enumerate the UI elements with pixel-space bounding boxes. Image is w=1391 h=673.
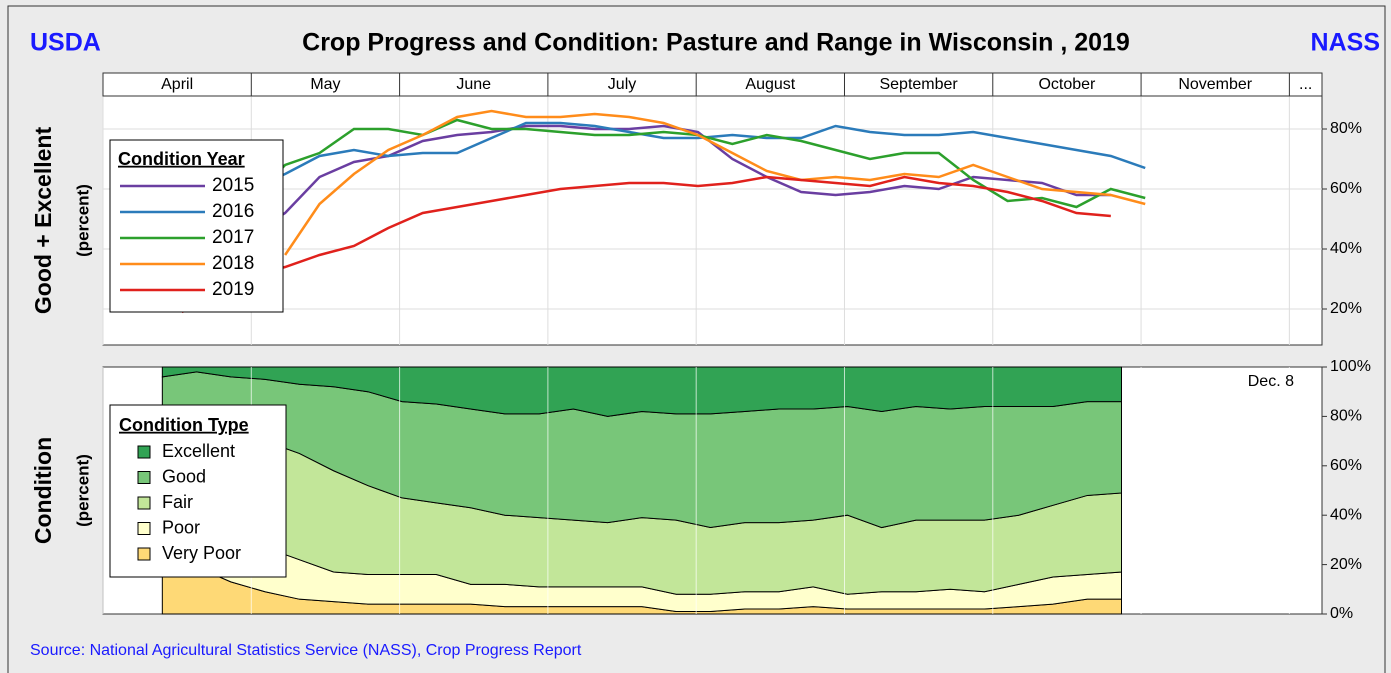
legend-title: Condition Year [118, 149, 245, 169]
legend-label: 2015 [212, 175, 254, 196]
y-axis-sublabel: (percent) [73, 184, 92, 257]
legend-label: Poor [162, 517, 200, 537]
annotation: Dec. 8 [1248, 373, 1294, 390]
line-series [284, 109, 1146, 256]
month-label: July [608, 76, 636, 93]
line-series [181, 175, 1111, 314]
legend-label: 2016 [212, 201, 254, 222]
y-axis-sublabel: (percent) [73, 454, 92, 527]
legend-swatch [137, 547, 151, 561]
plot-area [102, 95, 1323, 346]
y-axis-label: Good + Excellent [30, 127, 56, 315]
legend-label: Good [162, 466, 206, 486]
legend-label: Fair [162, 492, 193, 512]
chart-title: Crop Progress and Condition: Pasture and… [302, 29, 1130, 57]
left-logo: USDA [30, 29, 101, 57]
y-tick-label: 40% [1330, 240, 1362, 257]
month-label: April [161, 76, 193, 93]
month-label: September [879, 76, 958, 93]
month-label: June [456, 76, 491, 93]
y-tick-label: 40% [1330, 506, 1362, 523]
legend-swatch [137, 522, 151, 535]
y-tick-label: 100% [1330, 358, 1371, 375]
area-segment [161, 366, 1123, 417]
line-series [147, 121, 1146, 227]
month-band [102, 72, 1323, 97]
legend-label: 2019 [212, 279, 254, 300]
legend-swatch [137, 445, 151, 459]
source: Source: National Agricultural Statistics… [30, 642, 582, 659]
y-tick-label: 60% [1330, 180, 1362, 197]
month-label: November [1178, 76, 1252, 93]
right-logo: NASS [1311, 29, 1380, 57]
month-label: May [310, 76, 340, 93]
legend-label: 2018 [212, 253, 254, 274]
y-tick-label: 60% [1330, 457, 1362, 474]
month-label: ... [1299, 76, 1312, 93]
legend-box [109, 139, 284, 313]
y-axis-label: Condition [30, 437, 56, 544]
y-tick-label: 80% [1330, 408, 1362, 425]
y-tick-label: 20% [1330, 556, 1362, 573]
legend-swatch [137, 471, 151, 484]
legend-swatch [137, 496, 151, 510]
y-tick-label: 80% [1330, 120, 1362, 137]
y-tick-label: 20% [1330, 300, 1362, 317]
legend-label: Very Poor [162, 543, 241, 563]
month-label: August [745, 76, 795, 93]
month-label: October [1038, 76, 1096, 93]
legend-label: 2017 [212, 227, 254, 248]
y-tick-label: 0% [1330, 605, 1353, 622]
legend-title: Condition Type [119, 415, 249, 435]
legend-label: Excellent [162, 441, 235, 461]
